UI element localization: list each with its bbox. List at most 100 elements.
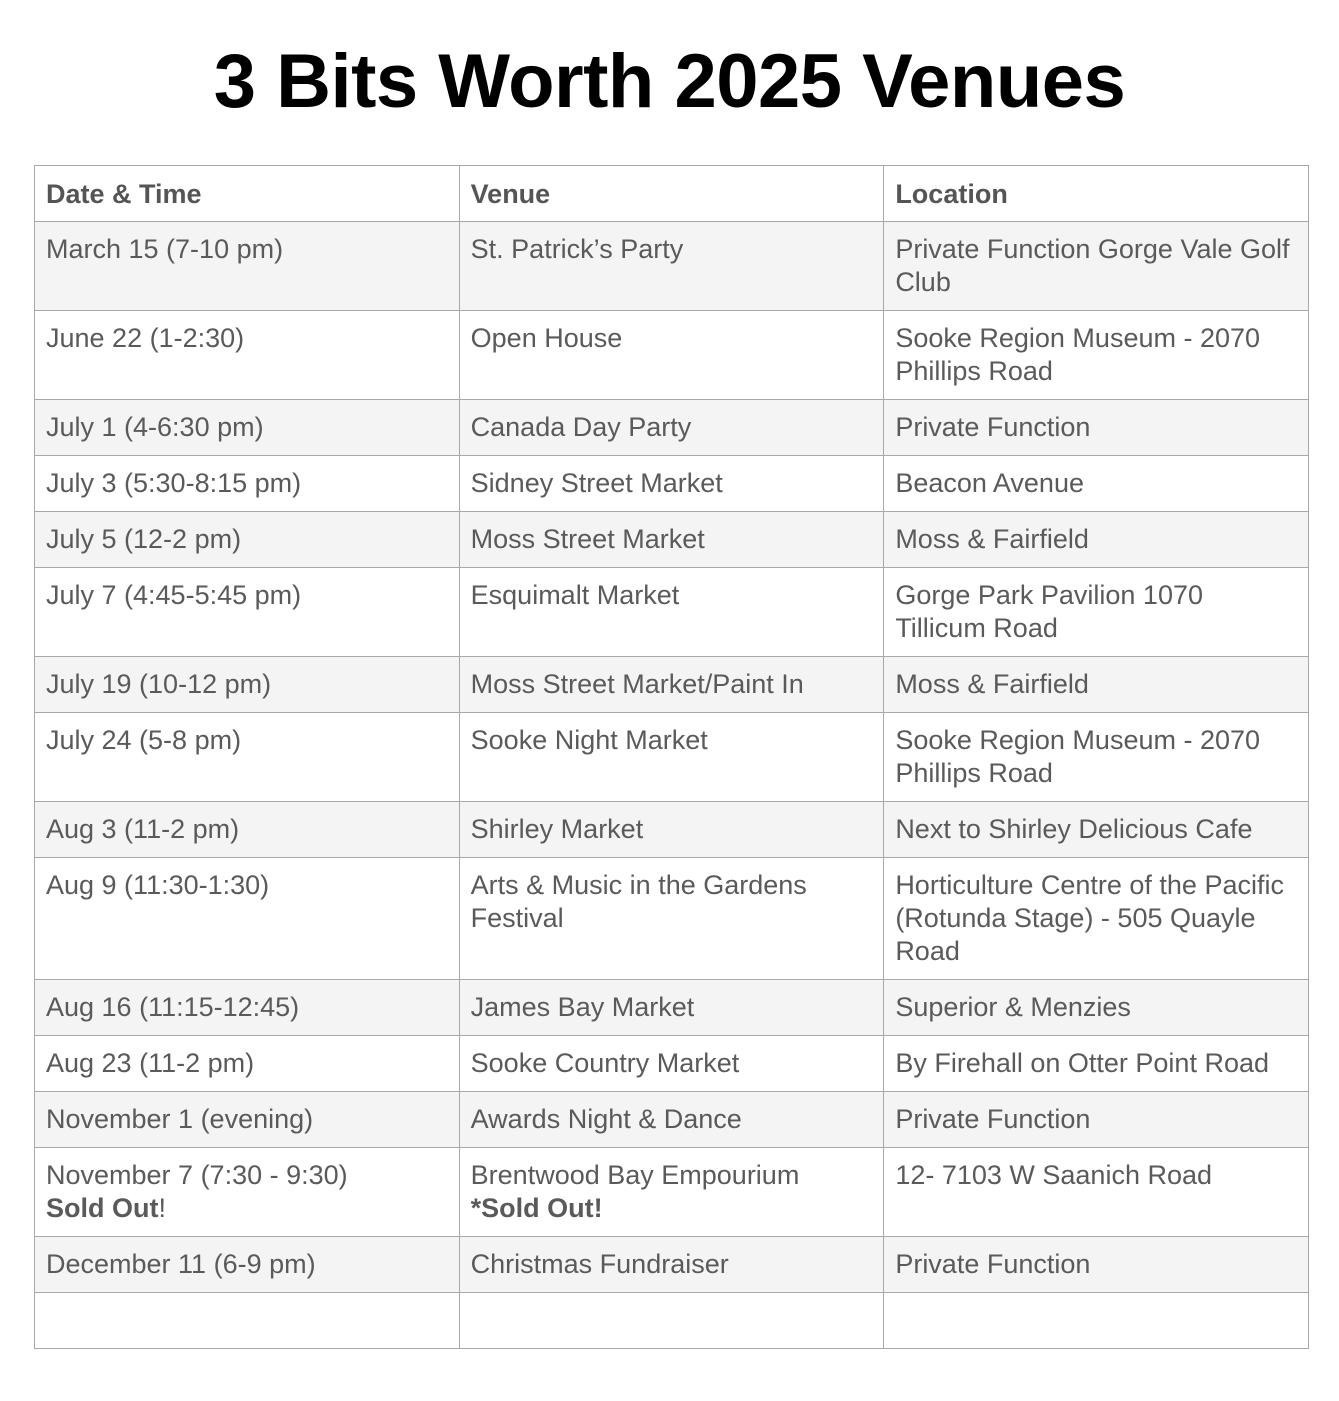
cell-location: Next to Shirley Delicious Cafe <box>883 801 1309 858</box>
cell-location: Gorge Park Pavilion 1070 Tillicum Road <box>883 567 1309 657</box>
cell-venue: St. Patrick’s Party <box>458 221 885 311</box>
location-text: Sooke Region Museum - 2070 Phillips Road <box>895 725 1261 788</box>
date-text: July 1 (4-6:30 pm) <box>46 412 264 442</box>
cell-location: Private Function <box>883 1236 1309 1293</box>
cell-date: November 1 (evening) <box>34 1091 460 1148</box>
venue-text: Christmas Fundraiser <box>470 1249 729 1279</box>
venue-text: Open House <box>470 323 623 353</box>
header-venue: Venue <box>458 165 885 222</box>
cell-location: By Firehall on Otter Point Road <box>883 1035 1309 1092</box>
cell-venue: Shirley Market <box>458 801 885 858</box>
cell-location: Sooke Region Museum - 2070 Phillips Road <box>883 310 1309 400</box>
date-text: July 3 (5:30-8:15 pm) <box>46 468 302 498</box>
date-text: December 11 (6-9 pm) <box>46 1249 316 1279</box>
sold-out-note: *Sold Out! <box>470 1193 603 1223</box>
table-row: Aug 16 (11:15-12:45) James Bay Market Supe… <box>34 979 1309 1036</box>
location-text: Private Function Gorge Vale Golf Club <box>895 234 1290 297</box>
venue-text: Arts & Music in the Gardens Festival <box>470 870 807 933</box>
cell-location: Moss & Fairfield <box>883 511 1309 568</box>
cell-location: Beacon Avenue <box>883 455 1309 512</box>
date-text: March 15 (7-10 pm) <box>46 234 284 264</box>
table-row: Aug 23 (11-2 pm) Sooke Country Market By F… <box>34 1035 1309 1092</box>
cell-location: 12- 7103 W Saanich Road <box>883 1147 1309 1237</box>
cell-date: July 7 (4:45-5:45 pm) <box>34 567 460 657</box>
cell-date: March 15 (7-10 pm) <box>34 221 460 311</box>
header-location: Location <box>883 165 1309 222</box>
table-row: June 22 (1-2:30) Open House Sooke Region M… <box>34 310 1309 400</box>
table-header-row: Date & Time Venue Location <box>34 165 1309 222</box>
cell-venue: Moss Street Market/Paint In <box>458 656 885 713</box>
location-text: Superior & Menzies <box>895 992 1131 1022</box>
cell-venue: Brentwood Bay Empourium *Sold Out! <box>458 1147 885 1237</box>
date-text: Aug 9 (11:30-1:30) <box>46 870 270 900</box>
cell-date: Aug 23 (11-2 pm) <box>34 1035 460 1092</box>
venue-text: Sooke Night Market <box>470 725 708 755</box>
table-row: July 5 (12-2 pm) Moss Street Market Moss &… <box>34 511 1309 568</box>
date-text: Aug 23 (11-2 pm) <box>46 1048 255 1078</box>
venue-text: Shirley Market <box>470 814 644 844</box>
table-row: March 15 (7-10 pm) St. Patrick’s Party Pri… <box>34 221 1309 311</box>
date-text: Aug 16 (11:15-12:45) <box>46 992 300 1022</box>
table-row: November 1 (evening) Awards Night & Dance… <box>34 1091 1309 1148</box>
cell-venue: Sooke Night Market <box>458 712 885 802</box>
cell-date: July 1 (4-6:30 pm) <box>34 399 460 456</box>
cell-date: July 19 (10-12 pm) <box>34 656 460 713</box>
location-text: Private Function <box>895 1104 1091 1134</box>
cell-venue <box>458 1292 885 1349</box>
cell-date: June 22 (1-2:30) <box>34 310 460 400</box>
sold-out-note-tail: ! <box>158 1193 166 1223</box>
date-text: July 19 (10-12 pm) <box>46 669 272 699</box>
cell-location: Private Function Gorge Vale Golf Club <box>883 221 1309 311</box>
cell-venue: Sidney Street Market <box>458 455 885 512</box>
date-text: November 7 (7:30 - 9:30) <box>46 1160 348 1190</box>
date-text: July 5 (12-2 pm) <box>46 524 242 554</box>
venue-text: Sooke Country Market <box>470 1048 740 1078</box>
cell-location: Sooke Region Museum - 2070 Phillips Road <box>883 712 1309 802</box>
location-text: Moss & Fairfield <box>895 669 1089 699</box>
venue-text: Moss Street Market <box>470 524 705 554</box>
cell-venue: Canada Day Party <box>458 399 885 456</box>
table-row: Aug 9 (11:30-1:30) Arts & Music in the Ga… <box>34 857 1309 980</box>
cell-venue: Open House <box>458 310 885 400</box>
cell-date: July 3 (5:30-8:15 pm) <box>34 455 460 512</box>
cell-venue: Sooke Country Market <box>458 1035 885 1092</box>
location-text: Gorge Park Pavilion 1070 Tillicum Road <box>895 580 1203 643</box>
sold-out-note: Sold Out <box>46 1193 159 1223</box>
cell-date: Aug 9 (11:30-1:30) <box>34 857 460 980</box>
cell-date: Aug 3 (11-2 pm) <box>34 801 460 858</box>
venue-text: St. Patrick’s Party <box>470 234 684 264</box>
location-text: 12- 7103 W Saanich Road <box>895 1160 1213 1190</box>
location-text: By Firehall on Otter Point Road <box>895 1048 1269 1078</box>
location-text: Next to Shirley Delicious Cafe <box>895 814 1253 844</box>
location-text: Private Function <box>895 1249 1091 1279</box>
cell-venue: Arts & Music in the Gardens Festival <box>458 857 885 980</box>
cell-location: Superior & Menzies <box>883 979 1309 1036</box>
location-text: Sooke Region Museum - 2070 Phillips Road <box>895 323 1261 386</box>
cell-venue: Awards Night & Dance <box>458 1091 885 1148</box>
location-text: Beacon Avenue <box>895 468 1084 498</box>
cell-date <box>34 1292 460 1349</box>
table-row: July 1 (4-6:30 pm) Canada Day Party Privat… <box>34 399 1309 456</box>
date-text: Aug 3 (11-2 pm) <box>46 814 240 844</box>
cell-date: July 5 (12-2 pm) <box>34 511 460 568</box>
venue-text: Sidney Street Market <box>470 468 723 498</box>
cell-date: November 7 (7:30 - 9:30) Sold Out! <box>34 1147 460 1237</box>
location-text: Moss & Fairfield <box>895 524 1089 554</box>
table-row: November 7 (7:30 - 9:30) Sold Out! Brentwo… <box>34 1147 1309 1237</box>
page-title: 3 Bits Worth 2025 Venues <box>213 39 1126 124</box>
location-text: Private Function <box>895 412 1091 442</box>
cell-location <box>883 1292 1309 1349</box>
location-text: Horticulture Centre of the Pacific (Rotu… <box>895 870 1284 966</box>
cell-location: Horticulture Centre of the Pacific (Rotu… <box>883 857 1309 980</box>
table-row: July 3 (5:30-8:15 pm) Sidney Street Marke… <box>34 455 1309 512</box>
cell-date: Aug 16 (11:15-12:45) <box>34 979 460 1036</box>
date-text: July 7 (4:45-5:45 pm) <box>46 580 302 610</box>
cell-venue: Moss Street Market <box>458 511 885 568</box>
venue-text: Moss Street Market/Paint In <box>470 669 804 699</box>
date-text: November 1 (evening) <box>46 1104 314 1134</box>
date-text: July 24 (5-8 pm) <box>46 725 242 755</box>
venue-text: Awards Night & Dance <box>470 1104 742 1134</box>
table-row <box>34 1292 1309 1349</box>
date-text: June 22 (1-2:30) <box>46 323 245 353</box>
venue-text: Canada Day Party <box>470 412 692 442</box>
